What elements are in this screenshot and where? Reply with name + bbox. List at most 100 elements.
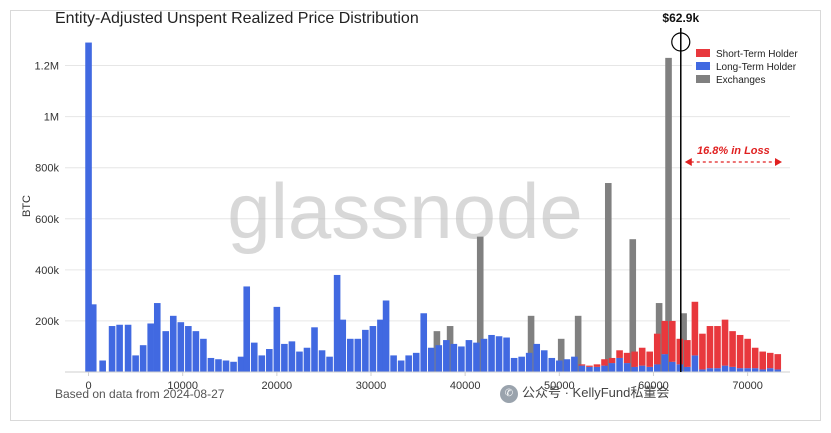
y-axis-label: BTC bbox=[21, 195, 33, 217]
bar-short-term-holder bbox=[706, 326, 714, 369]
bar-exchanges bbox=[557, 338, 565, 372]
y-tick-label: 200k bbox=[35, 316, 59, 328]
chart-annotations: $62.9k 16.8% in Loss bbox=[662, 11, 782, 372]
bar-short-term-holder bbox=[699, 333, 706, 370]
bar-short-term-holder bbox=[586, 365, 593, 367]
bar-long-term-holder bbox=[162, 331, 170, 372]
y-tick-label: 800k bbox=[35, 163, 59, 175]
bar-long-term-holder bbox=[177, 322, 185, 372]
bar-long-term-holder bbox=[736, 368, 744, 372]
x-tick-label: 20000 bbox=[262, 380, 293, 392]
bar-short-term-holder bbox=[676, 338, 684, 365]
bar-long-term-holder bbox=[207, 357, 215, 372]
bar-long-term-holder bbox=[326, 356, 333, 372]
legend-swatch bbox=[696, 62, 710, 70]
bar-long-term-holder bbox=[412, 352, 420, 372]
bar-long-term-holder bbox=[369, 326, 377, 372]
bar-short-term-holder bbox=[736, 334, 744, 369]
bar-exchanges bbox=[680, 313, 687, 372]
bar-long-term-holder bbox=[362, 329, 369, 372]
bar-long-term-holder bbox=[721, 365, 729, 372]
bar-short-term-holder bbox=[631, 351, 638, 367]
bar-short-term-holder bbox=[766, 352, 774, 369]
bar-short-term-holder bbox=[661, 320, 669, 355]
bar-long-term-holder bbox=[139, 345, 147, 372]
legend-box bbox=[692, 45, 810, 89]
bar-long-term-holder bbox=[540, 350, 548, 372]
bar-long-term-holder bbox=[303, 347, 311, 372]
bar-long-term-holder bbox=[339, 319, 347, 372]
bar-long-term-holder bbox=[676, 364, 684, 372]
bar-long-term-holder bbox=[548, 357, 556, 372]
bar-long-term-holder bbox=[450, 343, 458, 372]
chart-axes: 200k 400k 600k 800k 1M 1.2M 0 10000 20000 30000 40… bbox=[21, 61, 790, 392]
bar-short-term-holder bbox=[623, 352, 631, 364]
bar-long-term-holder bbox=[473, 342, 480, 372]
bar-long-term-holder bbox=[729, 366, 736, 372]
bar-long-term-holder bbox=[273, 306, 281, 372]
bar-long-term-holder bbox=[258, 355, 266, 372]
bar-short-term-holder bbox=[729, 331, 736, 367]
bar-long-term-holder bbox=[533, 343, 541, 372]
bar-long-term-holder bbox=[766, 368, 774, 372]
bar-long-term-holder bbox=[601, 365, 608, 372]
x-tick-label: 40000 bbox=[450, 380, 481, 392]
bar-long-term-holder bbox=[458, 346, 465, 372]
bar-long-term-holder bbox=[296, 351, 303, 372]
legend-label: Exchanges bbox=[716, 75, 765, 86]
y-tick-label: 600k bbox=[35, 214, 59, 226]
bar-long-term-holder bbox=[443, 340, 450, 372]
bar-short-term-holder bbox=[669, 320, 676, 362]
bar-long-term-holder bbox=[699, 369, 706, 372]
bar-long-term-holder bbox=[230, 361, 237, 372]
bar-long-term-holder bbox=[480, 338, 488, 372]
bar-short-term-holder bbox=[608, 357, 616, 364]
x-tick-label: 70000 bbox=[732, 380, 763, 392]
bar-long-term-holder bbox=[318, 350, 326, 372]
bar-long-term-holder bbox=[124, 324, 132, 372]
bar-long-term-holder bbox=[116, 324, 123, 372]
bar-long-term-holder bbox=[495, 336, 503, 372]
bar-long-term-holder bbox=[669, 361, 676, 372]
bar-long-term-holder bbox=[215, 359, 222, 372]
bar-short-term-holder bbox=[714, 326, 721, 369]
bar-short-term-holder bbox=[744, 338, 751, 369]
bar-long-term-holder bbox=[706, 368, 714, 372]
bar-long-term-holder bbox=[593, 366, 601, 372]
bar-long-term-holder bbox=[435, 345, 443, 372]
bar-long-term-holder bbox=[556, 360, 563, 372]
bar-long-term-holder bbox=[616, 357, 623, 372]
bar-long-term-holder bbox=[518, 356, 525, 372]
bar-long-term-holder bbox=[243, 286, 251, 372]
credit-note: ✆ 公众号 · KellyFund私董会 bbox=[500, 382, 669, 403]
bar-long-term-holder bbox=[288, 341, 296, 372]
bar-long-term-holder bbox=[465, 340, 473, 372]
x-tick-label: 0 bbox=[85, 380, 91, 392]
bar-long-term-holder bbox=[646, 366, 654, 372]
bar-long-term-holder bbox=[653, 364, 661, 372]
bar-short-term-holder bbox=[593, 364, 601, 367]
bar-long-term-holder bbox=[382, 300, 390, 372]
bar-long-term-holder bbox=[525, 352, 533, 372]
bar-long-term-holder bbox=[586, 366, 593, 372]
bar-long-term-holder bbox=[631, 366, 638, 372]
bar-long-term-holder bbox=[281, 343, 288, 372]
credit-text: 公众号 · KellyFund私董会 bbox=[522, 385, 670, 400]
bar-exchanges bbox=[574, 315, 582, 372]
bar-long-term-holder bbox=[132, 355, 139, 372]
bar-long-term-holder bbox=[608, 363, 616, 372]
bar-exchanges bbox=[665, 57, 672, 372]
bar-short-term-holder bbox=[578, 364, 586, 366]
bar-short-term-holder bbox=[601, 359, 608, 366]
x-tick-label: 50000 bbox=[544, 380, 575, 392]
bar-long-term-holder bbox=[420, 313, 428, 372]
bar-short-term-holder bbox=[638, 347, 646, 366]
bar-long-term-holder bbox=[623, 363, 631, 372]
x-tick-label: 30000 bbox=[356, 380, 387, 392]
legend-swatch bbox=[696, 75, 710, 83]
bar-exchanges bbox=[446, 326, 454, 372]
bar-long-term-holder bbox=[390, 355, 397, 372]
bar-long-term-holder bbox=[85, 42, 92, 373]
bar-long-term-holder bbox=[266, 349, 273, 372]
